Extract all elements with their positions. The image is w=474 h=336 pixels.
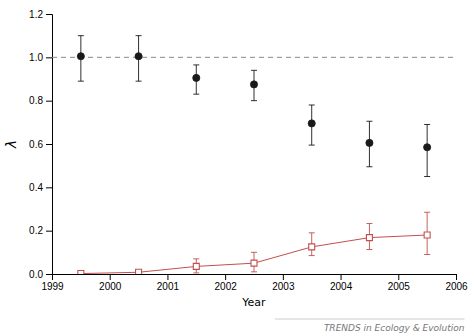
annotation: TRENDS in Ecology & Evolution — [324, 323, 465, 333]
tick: 2005 — [388, 274, 411, 292]
point — [250, 81, 257, 88]
point — [309, 244, 315, 250]
axis-line — [46, 15, 53, 275]
tick-mark — [283, 274, 284, 280]
error-bar — [193, 259, 199, 273]
series-line — [81, 235, 427, 274]
tick-label: 0.6 — [29, 139, 43, 150]
tick-label: 0.4 — [29, 182, 43, 193]
tick: 0.2 — [29, 225, 52, 236]
tick: 2001 — [157, 274, 180, 292]
tick: 0.8 — [29, 95, 52, 106]
tick-label: 2001 — [157, 281, 180, 292]
point — [77, 53, 84, 60]
tick: 0.0 — [29, 269, 52, 280]
error-bar — [366, 224, 372, 250]
tick: 1999 — [41, 274, 64, 292]
tick-mark — [46, 101, 52, 102]
tick-mark — [398, 274, 399, 280]
tick-mark — [110, 274, 111, 280]
tick: 1.0 — [29, 52, 52, 63]
tick-mark — [456, 274, 457, 280]
tick: 2006 — [445, 274, 468, 292]
point — [135, 53, 142, 60]
series — [78, 212, 430, 274]
tick-mark — [46, 144, 52, 145]
tick-mark — [167, 274, 168, 280]
point — [366, 235, 372, 241]
tick-mark — [341, 274, 342, 280]
error-bar — [366, 121, 372, 167]
error-bar — [309, 105, 315, 145]
error-bar — [193, 65, 199, 94]
point — [136, 269, 142, 274]
tick: 2003 — [272, 274, 295, 292]
tick-label: 1999 — [41, 281, 64, 292]
y-axis: 0.0 0.2 0.4 0.6 0.8 1.0 1.2 — [29, 9, 52, 280]
tick-label: 0.0 — [29, 269, 43, 280]
point — [251, 260, 257, 266]
tick-label: 0.8 — [29, 95, 43, 106]
tick-label: 1.2 — [29, 9, 43, 20]
tick-label: 2002 — [215, 281, 238, 292]
tick-mark — [46, 274, 52, 275]
point — [308, 120, 315, 127]
tick-label: 2006 — [445, 281, 468, 292]
plot: 199920002001200220032004200520060.00.20.… — [3, 9, 468, 309]
point — [424, 232, 430, 238]
tick-label: 2005 — [388, 281, 411, 292]
error-bar — [78, 36, 84, 82]
tick-label: 2000 — [99, 281, 122, 292]
tick-mark — [46, 57, 52, 58]
tick-mark — [225, 274, 226, 280]
tick-label: 2004 — [330, 281, 353, 292]
point — [193, 74, 200, 81]
tick: 1.2 — [29, 9, 52, 20]
error-bar — [251, 252, 257, 272]
error-bar — [424, 125, 430, 177]
error-bar — [136, 36, 142, 82]
point — [366, 139, 373, 146]
tick: 2004 — [330, 274, 353, 292]
tick-label: 1.0 — [29, 52, 43, 63]
tick-label: 0.2 — [29, 225, 43, 236]
tick: 0.4 — [29, 182, 52, 193]
chart: 199920002001200220032004200520060.00.20.… — [0, 0, 474, 336]
point — [424, 144, 431, 151]
axis-line — [53, 275, 457, 281]
x-axis: 1999 2000 2001 2002 2003 2004 2005 2006 — [41, 274, 468, 292]
tick-mark — [46, 231, 52, 232]
point — [193, 263, 199, 269]
error-bar — [309, 233, 315, 256]
tick: 2000 — [99, 274, 122, 292]
reference-line — [52, 57, 456, 58]
tick-mark — [46, 14, 52, 15]
error-bar — [424, 212, 430, 254]
tick: 2002 — [215, 274, 238, 292]
y-axis-title: λ — [3, 140, 19, 149]
tick-mark — [46, 187, 52, 188]
point — [78, 271, 84, 274]
marks — [52, 36, 456, 274]
x-axis-title: Year — [241, 296, 266, 309]
error-bar — [251, 70, 257, 100]
annotation-rule — [275, 319, 465, 320]
tick: 0.6 — [29, 139, 52, 150]
series — [77, 36, 430, 177]
tick-label: 2003 — [272, 281, 295, 292]
